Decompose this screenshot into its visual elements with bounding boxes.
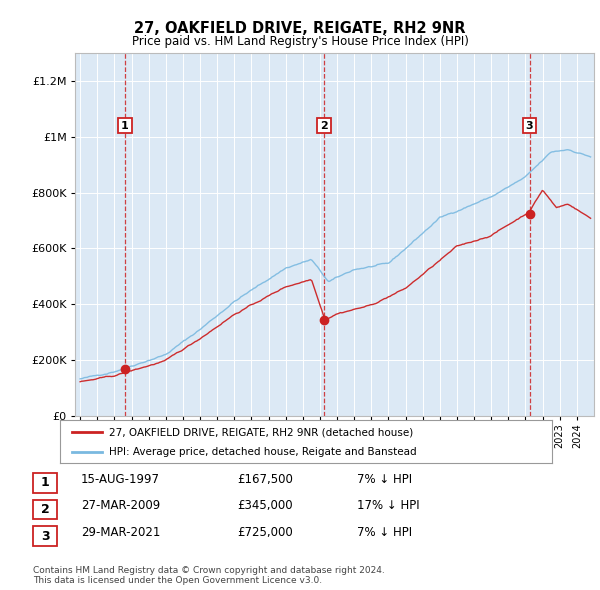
Text: 7% ↓ HPI: 7% ↓ HPI bbox=[357, 526, 412, 539]
Text: 2: 2 bbox=[320, 121, 328, 130]
Text: 2: 2 bbox=[41, 503, 49, 516]
Text: This data is licensed under the Open Government Licence v3.0.: This data is licensed under the Open Gov… bbox=[33, 576, 322, 585]
Text: 27, OAKFIELD DRIVE, REIGATE, RH2 9NR (detached house): 27, OAKFIELD DRIVE, REIGATE, RH2 9NR (de… bbox=[109, 427, 413, 437]
Text: 3: 3 bbox=[41, 529, 49, 543]
Text: 15-AUG-1997: 15-AUG-1997 bbox=[81, 473, 160, 486]
Text: £167,500: £167,500 bbox=[237, 473, 293, 486]
Text: 29-MAR-2021: 29-MAR-2021 bbox=[81, 526, 160, 539]
Text: HPI: Average price, detached house, Reigate and Banstead: HPI: Average price, detached house, Reig… bbox=[109, 447, 417, 457]
Text: 3: 3 bbox=[526, 121, 533, 130]
Text: 7% ↓ HPI: 7% ↓ HPI bbox=[357, 473, 412, 486]
Text: £345,000: £345,000 bbox=[237, 499, 293, 512]
Text: 17% ↓ HPI: 17% ↓ HPI bbox=[357, 499, 419, 512]
Text: 27-MAR-2009: 27-MAR-2009 bbox=[81, 499, 160, 512]
Text: Price paid vs. HM Land Registry's House Price Index (HPI): Price paid vs. HM Land Registry's House … bbox=[131, 35, 469, 48]
Text: Contains HM Land Registry data © Crown copyright and database right 2024.: Contains HM Land Registry data © Crown c… bbox=[33, 566, 385, 575]
Text: 27, OAKFIELD DRIVE, REIGATE, RH2 9NR: 27, OAKFIELD DRIVE, REIGATE, RH2 9NR bbox=[134, 21, 466, 35]
Text: £725,000: £725,000 bbox=[237, 526, 293, 539]
Text: 1: 1 bbox=[41, 476, 49, 490]
Text: 1: 1 bbox=[121, 121, 129, 130]
